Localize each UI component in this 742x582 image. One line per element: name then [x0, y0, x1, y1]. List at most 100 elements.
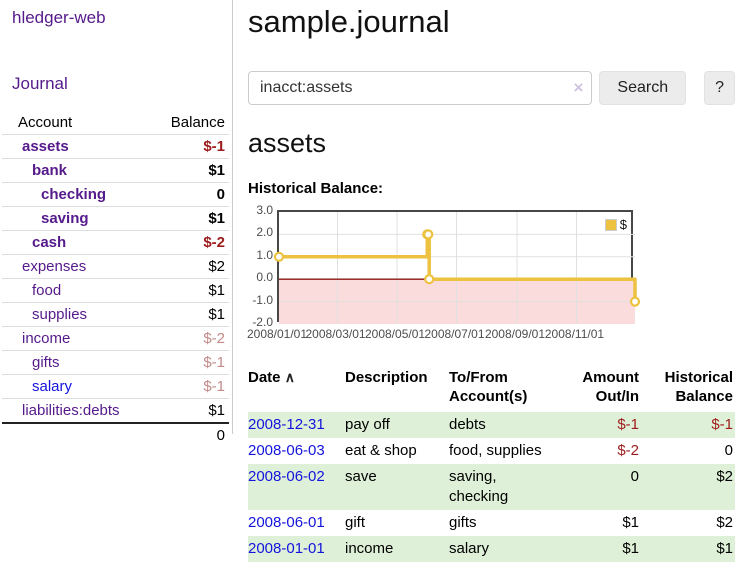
register-accounts: gifts [449, 514, 477, 531]
historical-balance-chart: 3.0 2.0 1.0 0.0 -1.0 -2.0 $ 2008/01/01 2008/03… [247, 203, 735, 346]
account-link[interactable]: liabilities:debts [22, 402, 120, 419]
register-amount: $-1 [559, 412, 639, 438]
register-row: 2008-01-01 income salary $1 $1 [248, 536, 735, 562]
account-link[interactable]: gifts [32, 354, 60, 371]
chart-title: Historical Balance: [248, 180, 384, 197]
y-axis-tick-label: 3.0 [256, 203, 273, 217]
account-link[interactable]: salary [32, 378, 73, 395]
register-header-accounts: To/From Account(s) [449, 369, 528, 405]
account-row: supplies $1 [2, 302, 229, 327]
register-description: income [345, 536, 449, 562]
account-row: expenses $2 [2, 254, 229, 279]
account-row: saving $1 [2, 206, 229, 231]
register-balance: $1 [639, 536, 735, 562]
register-amount: $1 [622, 514, 639, 531]
register-header-description: Description [345, 369, 428, 386]
account-heading: assets [248, 128, 327, 158]
accounts-header-account: Account [18, 114, 73, 131]
register-accounts: food, supplies [449, 442, 542, 459]
main-content: sample.journal × Search ? assets Histori… [247, 0, 735, 562]
account-balance: $-2 [152, 230, 229, 255]
register-amount: $1 [559, 536, 639, 562]
register-header-amount: Amount Out/In [582, 369, 639, 405]
account-balance: 0 [152, 182, 229, 207]
register-balance: $-1 [639, 412, 735, 438]
account-link[interactable]: supplies [32, 306, 88, 323]
account-link[interactable]: expenses [22, 258, 87, 275]
account-link[interactable]: saving [41, 210, 89, 227]
date-link[interactable]: 2008-06-03 [248, 442, 325, 459]
x-axis-tick-label: 2008/05/01 [364, 327, 426, 341]
accounts-total-balance: 0 [152, 422, 229, 447]
date-link[interactable]: 2008-01-01 [248, 540, 325, 557]
sidebar-item-journal[interactable]: Journal [12, 74, 68, 93]
account-row: cash $-2 [2, 230, 229, 255]
account-row: income $-2 [2, 326, 229, 351]
register-table: Date ∧ Description To/From Account(s) Am… [248, 366, 735, 562]
account-balance: $1 [152, 158, 229, 183]
register-accounts: debts [449, 412, 559, 438]
search-form: × Search ? [248, 71, 735, 105]
y-axis-tick-label: 2.0 [256, 225, 273, 240]
account-balance: $1 [152, 302, 229, 327]
register-description: save [345, 464, 449, 510]
account-balance: $1 [152, 278, 229, 303]
account-row: salary $-1 [2, 374, 229, 399]
account-link[interactable]: bank [32, 162, 68, 179]
accounts-header-balance: Balance [170, 114, 225, 131]
register-balance: $2 [716, 514, 733, 531]
y-axis-tick-label: 1.0 [256, 247, 273, 262]
register-balance: $2 [639, 464, 735, 510]
account-link[interactable]: checking [41, 186, 107, 203]
account-balance: $2 [152, 254, 229, 279]
chart-plot-area: $ [273, 210, 641, 324]
y-axis-tick-label: 0.0 [256, 270, 273, 285]
accounts-table: Account Balance assets $-1 bank $1 checking 0… [2, 111, 229, 447]
account-row: liabilities:debts $1 [2, 398, 229, 423]
register-accounts: saving, checking [449, 464, 559, 510]
account-row: checking 0 [2, 182, 229, 207]
register-description: gift [345, 514, 366, 531]
page-title: sample.journal [248, 4, 450, 39]
y-axis-tick-label: -1.0 [252, 292, 273, 307]
legend-swatch-icon [604, 218, 617, 231]
account-balance: $1 [152, 206, 229, 231]
register-header-date[interactable]: Date ∧ [248, 369, 295, 386]
account-row: food $1 [2, 278, 229, 303]
account-link[interactable]: cash [32, 234, 67, 251]
register-header-balance: Historical Balance [664, 369, 733, 405]
register-row: 2008-12-31 pay off debts $-1 $-1 [248, 412, 735, 438]
register-row: 2008-06-02 save saving, checking 0 $2 [248, 464, 735, 510]
app-title-link[interactable]: hledger-web [12, 8, 106, 27]
account-balance: $-1 [152, 374, 229, 399]
accounts-total-row: 0 [2, 422, 229, 447]
legend-label: $ [619, 217, 627, 232]
account-balance: $-1 [152, 134, 229, 159]
register-description: pay off [345, 412, 449, 438]
account-row: gifts $-1 [2, 350, 229, 375]
account-link[interactable]: income [22, 330, 71, 347]
register-balance: 0 [724, 442, 733, 459]
search-button[interactable]: Search [599, 71, 687, 105]
account-link[interactable]: assets [22, 138, 69, 155]
register-amount: $-2 [617, 442, 639, 459]
x-axis-tick-label: 2008/01/01 [246, 327, 308, 341]
date-link[interactable]: 2008-12-31 [248, 416, 325, 433]
account-row: assets $-1 [2, 134, 229, 159]
x-axis-tick-label: 2008/07/01 [424, 327, 485, 341]
help-button[interactable]: ? [704, 71, 735, 105]
clear-search-icon[interactable]: × [573, 78, 584, 97]
register-row: 2008-06-01 gift gifts $1 $2 [248, 510, 735, 536]
register-accounts: salary [449, 536, 559, 562]
x-axis-tick-label: 2008/11/01 [544, 327, 605, 341]
y-axis-tick-label: -2.0 [252, 315, 273, 329]
x-axis-tick-label: 2008/09/01 [484, 327, 545, 341]
date-link[interactable]: 2008-06-01 [248, 514, 325, 531]
account-link[interactable]: food [32, 282, 62, 299]
x-axis-tick-label: 2008/03/01 [305, 327, 366, 341]
register-description: eat & shop [345, 442, 417, 459]
register-amount: 0 [559, 464, 639, 510]
search-input[interactable] [248, 71, 593, 105]
account-balance: $-2 [152, 326, 229, 351]
date-link[interactable]: 2008-06-02 [248, 468, 325, 485]
